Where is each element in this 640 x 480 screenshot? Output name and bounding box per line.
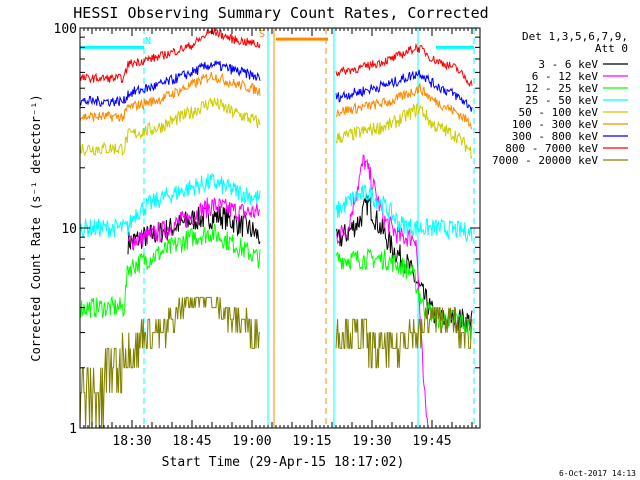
series-7000-20000-kev <box>79 296 473 429</box>
legend-entry-label: 100 - 300 keV <box>512 118 598 131</box>
series-layer <box>79 27 473 429</box>
series-trace-segment <box>79 296 260 429</box>
legend-header-line: Att 0 <box>595 42 628 55</box>
series-trace-segment <box>335 101 473 160</box>
series-trace-segment <box>79 60 261 108</box>
y-tick-label: 10 <box>61 222 77 237</box>
x-tick-label: 19:00 <box>232 434 271 449</box>
x-tick-label: 18:45 <box>172 434 211 449</box>
series-trace-segment <box>79 97 261 157</box>
flag-label-1: S <box>259 29 265 40</box>
legend-entry-label: 800 - 7000 keV <box>505 142 598 155</box>
legend-entry-label: 6 - 12 keV <box>532 70 599 83</box>
y-tick-label: 100 <box>54 22 77 37</box>
series-trace-segment <box>335 42 473 87</box>
series-trace-segment <box>79 173 261 238</box>
legend-entry-label: 50 - 100 keV <box>519 106 599 119</box>
legend-entry-label: 12 - 25 keV <box>525 82 598 95</box>
series-trace-segment <box>79 223 261 318</box>
x-tick-label: 18:30 <box>112 434 151 449</box>
series-50-100-kev <box>79 97 473 160</box>
series-trace-segment <box>127 196 261 252</box>
series-100-300-kev <box>79 71 473 130</box>
legend-header-line: Det 1,3,5,6,7,9, <box>522 30 628 43</box>
flag-label-0: N <box>145 36 151 47</box>
series-trace-segment <box>79 27 261 84</box>
series-800-7000-kev <box>79 27 473 87</box>
date-stamp: 6-Oct-2017 14:13 <box>559 469 636 478</box>
legend-entry-label: 25 - 50 keV <box>525 94 598 107</box>
legend-entry-label: 3 - 6 keV <box>538 58 598 71</box>
x-tick-label: 19:15 <box>292 434 331 449</box>
series-trace-segment <box>335 69 473 112</box>
series-trace-segment <box>335 184 473 242</box>
series-25-50-kev <box>79 173 473 242</box>
legend-entry-label: 300 - 800 keV <box>512 130 598 143</box>
series-trace-segment <box>335 307 473 369</box>
y-tick-label: 1 <box>69 422 77 437</box>
legend-entry-label: 7000 - 20000 keV <box>492 154 598 167</box>
x-tick-label: 19:30 <box>352 434 391 449</box>
chart-title: HESSI Observing Summary Count Rates, Cor… <box>73 4 488 22</box>
x-tick-label: 19:45 <box>412 434 451 449</box>
axes-layer: 18:30 18:45 19:00 19:15 19:30 19:45 1 10 100 <box>54 22 481 449</box>
x-axis-label: Start Time (29-Apr-15 18:17:02) <box>162 455 405 470</box>
series-trace-segment <box>335 82 473 130</box>
series-trace-segment <box>79 71 261 122</box>
y-axis-label: Corrected Count Rate (s⁻¹ detector⁻¹) <box>29 94 43 361</box>
series-300-800-kev <box>79 60 473 112</box>
